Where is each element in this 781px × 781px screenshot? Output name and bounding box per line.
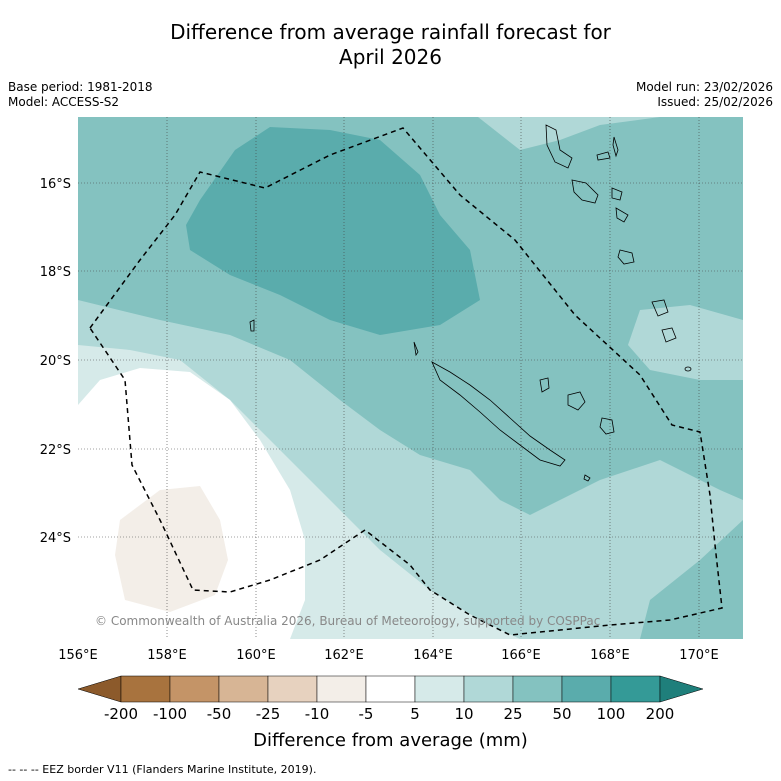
lon-label: 156°E bbox=[58, 648, 98, 663]
issued-date: Issued: 25/02/2026 bbox=[657, 95, 773, 109]
new-caledonia-island bbox=[431, 361, 566, 467]
colorbar-tick-label: 5 bbox=[410, 705, 420, 723]
meta-left: Base period: 1981-2018 Model: ACCESS-S2 bbox=[8, 80, 153, 110]
lon-label: 170°E bbox=[679, 648, 719, 663]
lat-label: 16°S bbox=[40, 177, 71, 192]
lat-label: 24°S bbox=[40, 531, 71, 546]
colorbar-tick-label: 25 bbox=[503, 705, 523, 723]
matthew-island bbox=[684, 366, 692, 372]
lon-label: 168°E bbox=[590, 648, 630, 663]
colorbar-tick-label: -100 bbox=[152, 705, 188, 723]
belep-islands bbox=[413, 341, 419, 357]
lat-label: 22°S bbox=[40, 443, 71, 458]
colorbar-segment bbox=[316, 675, 367, 703]
espiritu-santo-island bbox=[545, 124, 573, 169]
malakula-island bbox=[571, 179, 599, 204]
lat-label: 18°S bbox=[40, 265, 71, 280]
lifou-island bbox=[567, 391, 586, 411]
walpole-island bbox=[651, 299, 669, 317]
colorbar-tick-label: 100 bbox=[596, 705, 626, 723]
colorbar-tick-label: 200 bbox=[645, 705, 675, 723]
colorbar-ticks: -200 -100 -50 -25 -10 -5 5 10 25 50 100 200 bbox=[0, 705, 781, 727]
colorbar-segment bbox=[463, 675, 514, 703]
colorbar bbox=[77, 675, 704, 703]
mare-island bbox=[599, 417, 615, 435]
colorbar-segment bbox=[365, 675, 416, 703]
band-50-100 bbox=[186, 127, 480, 335]
lon-label: 166°E bbox=[501, 648, 541, 663]
map-field bbox=[78, 117, 743, 639]
copyright-notice: © Commonwealth of Australia 2026, Bureau… bbox=[95, 614, 601, 628]
colorbar-arrow-high bbox=[659, 675, 704, 703]
colorbar-arrow-low bbox=[77, 675, 122, 703]
epi-island bbox=[615, 207, 629, 223]
isle-of-pines bbox=[583, 474, 591, 482]
lon-label: 160°E bbox=[236, 648, 276, 663]
tanna-island bbox=[661, 327, 677, 343]
colorbar-segment bbox=[610, 675, 661, 703]
colorbar-tick-label: -5 bbox=[358, 705, 374, 723]
lat-labels: 16°S 18°S 20°S 22°S 24°S bbox=[40, 177, 71, 546]
colorbar-segment bbox=[169, 675, 220, 703]
colorbar-tick-label: -200 bbox=[103, 705, 139, 723]
colorbar-segment bbox=[218, 675, 269, 703]
colorbar-segment bbox=[414, 675, 465, 703]
pentecost-island bbox=[612, 136, 619, 158]
colorbar-tick-label: 50 bbox=[552, 705, 572, 723]
map-title: Difference from average rainfall forecas… bbox=[0, 20, 781, 70]
colorbar-segment bbox=[561, 675, 612, 703]
lat-label: 20°S bbox=[40, 354, 71, 369]
colorbar-tick-label: 10 bbox=[454, 705, 474, 723]
lon-label: 164°E bbox=[413, 648, 453, 663]
lon-labels: 156°E 158°E 160°E 162°E 164°E 166°E 168°… bbox=[58, 648, 719, 663]
ouvea-island bbox=[539, 377, 550, 393]
band-minus5-minus10 bbox=[115, 486, 228, 612]
band-25-50-se bbox=[640, 520, 743, 639]
eez-footnote: -- -- -- EEZ border V11 (Flanders Marine… bbox=[8, 763, 317, 776]
colorbar-segment bbox=[267, 675, 318, 703]
title-line-2: April 2026 bbox=[339, 45, 442, 69]
meta-right: Model run: 23/02/2026 Issued: 25/02/2026 bbox=[636, 80, 773, 110]
colorbar-tick-label: -25 bbox=[255, 705, 281, 723]
colorbar-title: Difference from average (mm) bbox=[253, 730, 528, 751]
colorbar-segment bbox=[120, 675, 171, 703]
maewo-island bbox=[596, 151, 611, 161]
colorbar-segment bbox=[512, 675, 563, 703]
model-run: Model run: 23/02/2026 bbox=[635, 80, 773, 94]
model-name: Model: ACCESS-S2 bbox=[8, 95, 120, 109]
lon-label: 162°E bbox=[324, 648, 364, 663]
colorbar-tick-label: -10 bbox=[304, 705, 330, 723]
efate-island bbox=[617, 249, 635, 265]
title-line-1: Difference from average rainfall forecas… bbox=[170, 20, 611, 44]
band-10-25-east bbox=[628, 305, 743, 380]
chesterfield-islands bbox=[249, 319, 255, 332]
ambrym-island bbox=[611, 187, 623, 201]
eez-border bbox=[89, 127, 723, 636]
colorbar-tick-label: -50 bbox=[206, 705, 232, 723]
base-period: Base period: 1981-2018 bbox=[8, 80, 153, 94]
gridlines bbox=[78, 117, 743, 639]
band-10-25-ne bbox=[478, 117, 660, 150]
lon-label: 158°E bbox=[147, 648, 187, 663]
